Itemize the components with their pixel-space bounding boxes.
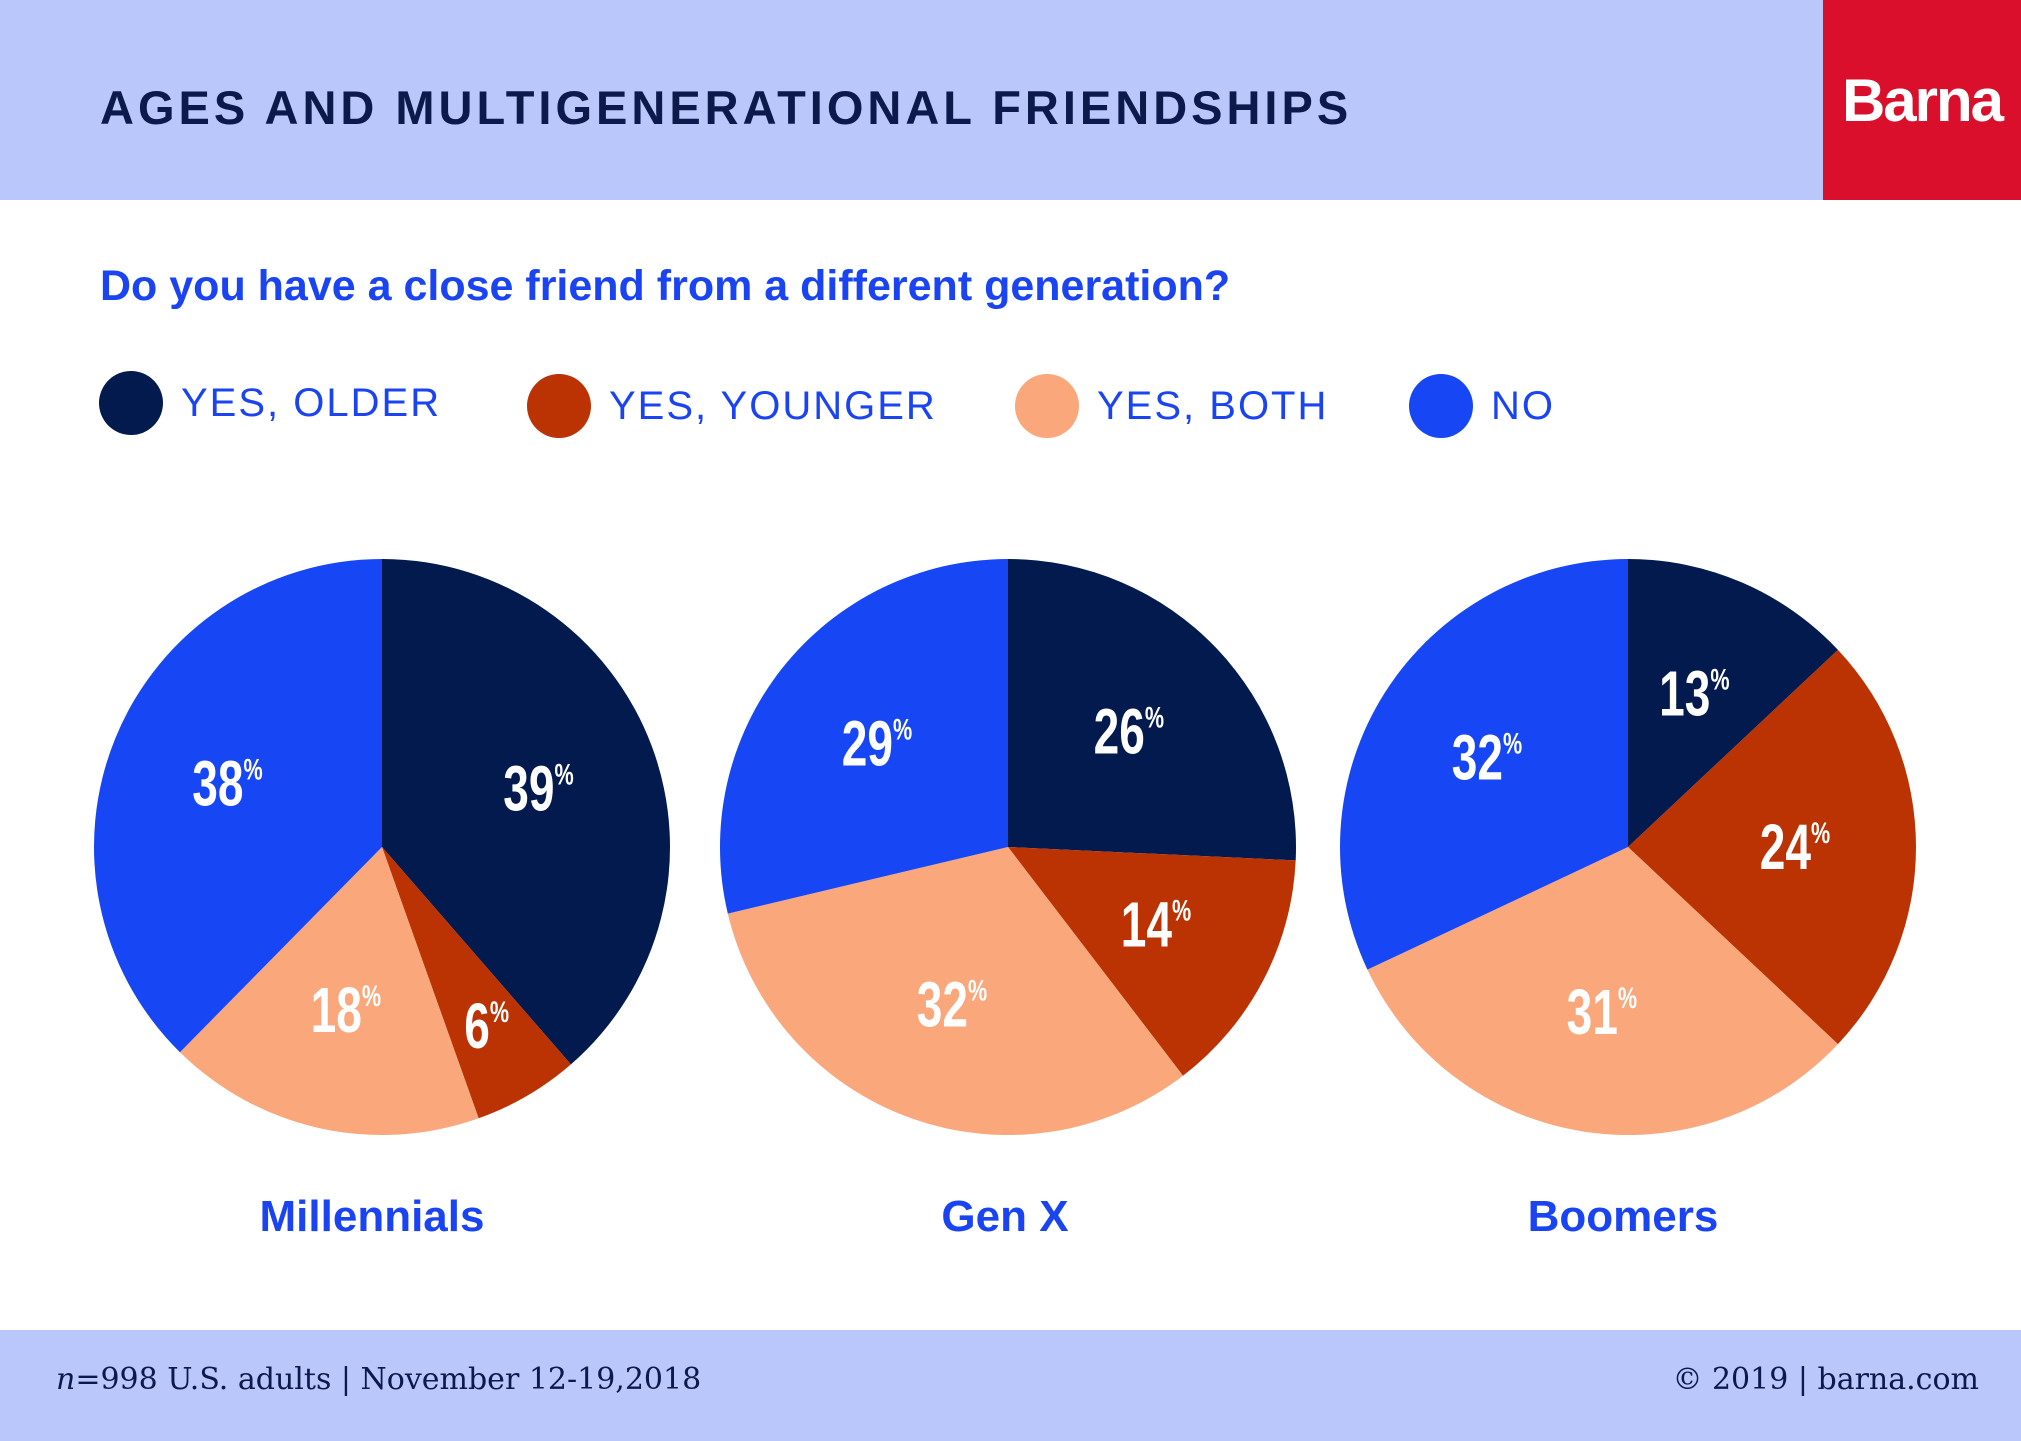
- pie-title-genx: Gen X: [941, 1192, 1069, 1241]
- pie-title-boomers: Boomers: [1527, 1192, 1719, 1241]
- legend-item-yes-younger: YES, YOUNGER: [527, 374, 937, 438]
- pie-slice-yes-younger: [1628, 649, 1917, 1045]
- page-title: AGES AND MULTIGENERATIONAL FRIENDSHIPS: [100, 81, 1353, 134]
- footer-sample-note: n=998 U.S. adults | November 12-19,2018: [56, 1362, 701, 1397]
- legend-label: YES, BOTH: [1097, 383, 1329, 428]
- pie-slice-no: [720, 559, 1008, 914]
- pie-slice-yes-older: [382, 559, 671, 1065]
- legend-swatch: [527, 374, 591, 438]
- pie-slice-yes-younger: [382, 847, 571, 1119]
- pie-slice-yes-both: [1367, 847, 1838, 1136]
- logo-text: Barna: [1841, 66, 2004, 134]
- legend-label: NO: [1491, 383, 1555, 428]
- chart-question: Do you have a close friend from a differ…: [100, 262, 1231, 310]
- pie-slice-yes-younger: [1008, 847, 1296, 1076]
- pie-slice-yes-older: [1008, 559, 1296, 861]
- pie-slice-no: [94, 559, 382, 1053]
- footer-band: [0, 1330, 2021, 1441]
- legend-item-yes-both: YES, BOTH: [1015, 374, 1328, 438]
- legend-item-yes-older: YES, OLDER: [99, 371, 441, 435]
- pie-slice-yes-older: [1628, 559, 1838, 847]
- pie-label-yes-younger: 6%: [464, 991, 509, 1062]
- pie-slice-yes-both: [727, 847, 1184, 1136]
- legend-swatch: [99, 371, 163, 435]
- header-band: [0, 0, 2021, 200]
- pie-slice-yes-both: [179, 847, 479, 1135]
- pie-label-no: 38%: [192, 748, 262, 819]
- legend-swatch: [1409, 374, 1473, 438]
- pie-title-millennials: Millennials: [259, 1192, 485, 1241]
- footer-copyright: © 2019 | barna.com: [1672, 1362, 1979, 1397]
- footer-sample-text: =998 U.S. adults | November 12-19,2018: [75, 1362, 702, 1397]
- barna-logo: Barna: [1823, 0, 2021, 200]
- legend-item-no: NO: [1409, 374, 1555, 438]
- footer-n: n: [56, 1362, 76, 1397]
- pie-slice-no: [1340, 559, 1628, 970]
- legend-label: YES, YOUNGER: [609, 383, 937, 428]
- legend-swatch: [1015, 374, 1079, 438]
- legend-label: YES, OLDER: [181, 380, 442, 425]
